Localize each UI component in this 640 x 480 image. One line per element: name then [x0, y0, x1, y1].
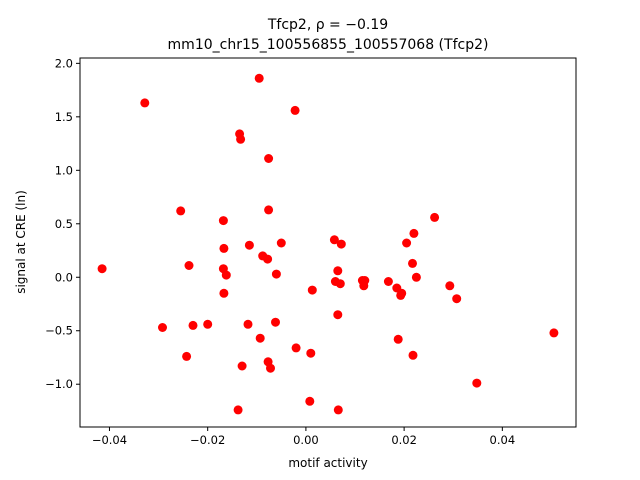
- data-point: [97, 264, 107, 274]
- y-tick-label: 2.0: [55, 56, 73, 70]
- data-point: [219, 243, 229, 253]
- x-axis-ticks: −0.04 −0.02 0.00 0.02 0.04: [92, 427, 515, 447]
- data-point: [276, 238, 286, 248]
- data-point: [472, 378, 482, 388]
- chart-title-line2: mm10_chr15_100556855_100557068 (Tfcp2): [168, 37, 489, 53]
- data-point: [333, 310, 343, 320]
- data-point: [184, 261, 194, 270]
- data-point: [182, 351, 192, 361]
- data-point: [244, 240, 254, 250]
- data-point: [452, 294, 462, 304]
- data-point: [393, 334, 403, 344]
- data-point: [221, 270, 231, 280]
- data-point: [307, 285, 317, 295]
- data-point: [290, 105, 300, 115]
- data-point: [264, 154, 274, 163]
- data-point: [291, 343, 301, 353]
- data-point: [203, 319, 213, 329]
- plot-area-frame: [79, 57, 577, 428]
- data-point: [158, 323, 167, 332]
- x-tick-label: 0.00: [293, 433, 319, 447]
- data-point: [233, 405, 243, 415]
- y-tick-label: 0.5: [55, 217, 73, 231]
- data-point: [254, 73, 264, 83]
- data-point: [306, 348, 316, 358]
- data-point: [411, 272, 421, 282]
- data-point: [176, 206, 186, 216]
- x-tick-label: −0.04: [92, 433, 127, 447]
- data-point: [549, 328, 559, 338]
- data-point: [430, 212, 440, 222]
- x-tick-label: −0.02: [190, 433, 225, 447]
- data-point: [360, 276, 370, 285]
- data-point: [243, 319, 253, 329]
- y-axis-label: signal at CRE (ln): [14, 190, 28, 294]
- data-point: [329, 235, 339, 245]
- y-tick-label: −0.5: [45, 324, 73, 338]
- data-point: [271, 269, 281, 279]
- data-point: [237, 361, 247, 371]
- data-point: [402, 238, 412, 248]
- data-point: [409, 228, 419, 238]
- data-point: [408, 258, 417, 268]
- data-point: [333, 405, 343, 415]
- y-axis-ticks: −1.0 −0.5 0.0 0.5 1.0 1.5 2.0: [45, 56, 80, 391]
- data-point: [335, 279, 345, 289]
- x-axis-label: motif activity: [288, 456, 367, 470]
- data-point: [336, 239, 346, 249]
- points-layer: [97, 73, 559, 415]
- data-point: [255, 333, 265, 343]
- data-point: [266, 363, 275, 373]
- data-point: [219, 288, 229, 298]
- x-tick-label: 0.02: [391, 433, 417, 447]
- data-point: [140, 98, 150, 108]
- y-tick-label: −1.0: [45, 377, 73, 391]
- data-point: [408, 350, 418, 360]
- y-tick-label: 1.5: [55, 110, 73, 124]
- data-point: [236, 134, 246, 144]
- data-point: [383, 277, 393, 286]
- data-point: [397, 288, 407, 298]
- y-tick-label: 1.0: [55, 163, 73, 177]
- data-point: [333, 266, 343, 276]
- data-point: [271, 317, 280, 327]
- y-tick-label: 0.0: [55, 270, 73, 284]
- data-point: [218, 216, 228, 226]
- data-point: [263, 254, 273, 264]
- data-point: [264, 205, 274, 215]
- data-point: [445, 281, 455, 291]
- x-tick-label: 0.04: [490, 433, 516, 447]
- data-point: [188, 320, 198, 330]
- chart-title-line1: Tfcp2, ρ = −0.19: [267, 17, 388, 33]
- data-point: [305, 396, 315, 406]
